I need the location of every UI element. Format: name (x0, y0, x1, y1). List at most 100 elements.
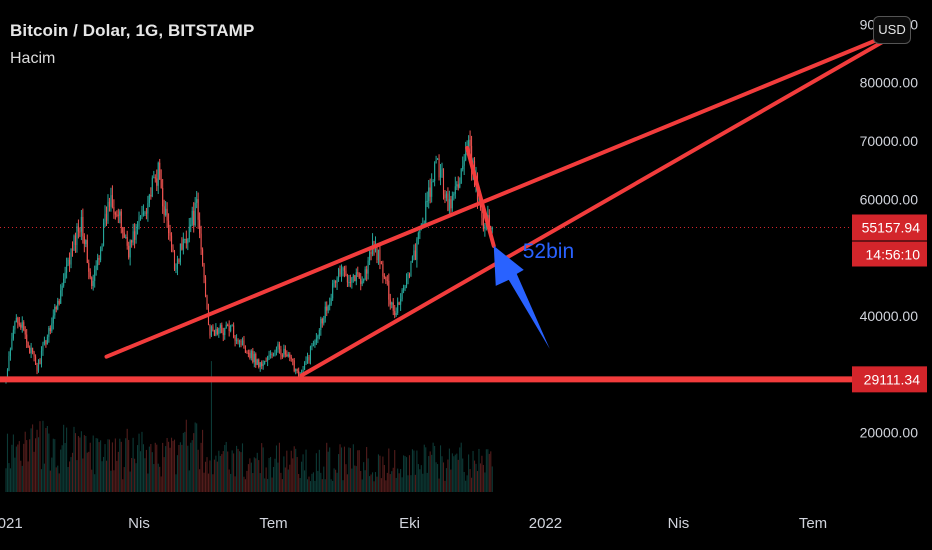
volume-bar (253, 457, 255, 492)
volume-bar (320, 472, 322, 492)
volume-bar (428, 456, 430, 492)
volume-bar (95, 438, 97, 492)
volume-bar (33, 451, 35, 492)
candle-body (154, 177, 156, 179)
candle-body (21, 322, 23, 328)
volume-bar (218, 450, 220, 492)
candle-body (255, 353, 257, 365)
candle-body (108, 201, 111, 207)
candle-body (176, 259, 178, 269)
volume-bar (261, 443, 263, 492)
volume-bar (314, 480, 316, 492)
candle-body (79, 231, 81, 233)
candle-body (271, 354, 273, 356)
candle-body (340, 270, 343, 275)
candle-body (67, 259, 69, 265)
volume-bar (439, 445, 442, 492)
candle-body (187, 239, 189, 244)
candle-body (190, 224, 192, 227)
volume-bar (408, 455, 411, 492)
volume-bar (233, 453, 235, 492)
candle-body (379, 249, 381, 263)
candle-body (151, 177, 153, 197)
volume-bar (20, 460, 22, 492)
x-tick-label: Eki (399, 515, 420, 532)
candle-body (145, 212, 147, 214)
volume-bar (371, 472, 374, 492)
x-tick-label: Tem (799, 515, 827, 532)
candle-body (277, 344, 279, 348)
volume-bar (15, 446, 17, 492)
candle-body (286, 354, 288, 357)
volume-bar (119, 438, 121, 492)
volume-bar (67, 466, 69, 492)
candle-body (366, 269, 368, 274)
candle-body (231, 325, 233, 327)
candle-body (142, 212, 145, 215)
support-price-tag (852, 366, 927, 393)
chart-header: Bitcoin / Dolar, 1G, BITSTAMP Hacim (10, 21, 254, 68)
candle-body (451, 195, 453, 209)
volume-bar (336, 472, 338, 492)
candle-body (244, 348, 246, 353)
volume-bar (471, 477, 473, 492)
candle-body (385, 276, 387, 280)
volume-bar (148, 446, 150, 492)
volume-bar (404, 456, 406, 492)
volume-bar (165, 446, 167, 492)
volume-bar (410, 475, 412, 492)
candle-body (178, 259, 180, 263)
volume-bar (391, 471, 393, 492)
volume-bar (120, 441, 122, 492)
volume-bar (351, 468, 353, 492)
volume-bar (210, 361, 212, 492)
countdown-tag (852, 241, 927, 267)
candle-body (441, 168, 443, 170)
candle-body (147, 203, 149, 214)
volume-bar (417, 464, 419, 492)
candle-body (348, 282, 350, 284)
volume-bar (315, 453, 317, 492)
volume-bar (206, 457, 208, 492)
candle-body (172, 246, 174, 252)
volume-bar (166, 437, 168, 492)
volume-bar (102, 456, 105, 492)
candle-body (219, 325, 221, 328)
candle-body (308, 356, 310, 361)
candle-body (468, 139, 470, 149)
candle-body (194, 202, 196, 226)
volume-bar (231, 450, 233, 492)
volume-bar (463, 471, 465, 492)
currency-button[interactable]: USD (873, 16, 911, 44)
volume-bar (85, 436, 87, 492)
volume-bar (191, 440, 193, 492)
candle-body (184, 238, 186, 240)
volume-bar (64, 442, 66, 492)
candle-body (352, 275, 354, 278)
volume-bar (317, 470, 319, 492)
candle-body (97, 257, 99, 266)
candle-body (327, 305, 329, 311)
candle-body (20, 324, 22, 328)
volume-bar (488, 453, 490, 492)
volume-bar (17, 444, 19, 492)
volume-bar (77, 436, 79, 492)
volume-bar (416, 450, 418, 492)
volume-bar (123, 467, 125, 492)
x-tick-label: Tem (259, 515, 287, 532)
volume-bar (240, 452, 242, 492)
candle-body (270, 354, 272, 356)
volume-bar (380, 478, 382, 492)
volume-bar (383, 465, 385, 492)
volume-bar (76, 460, 78, 492)
volume-bar (333, 468, 335, 492)
volume-bar (126, 428, 128, 492)
volume-bar (114, 438, 116, 492)
candle-body (123, 232, 125, 238)
candle-body (11, 338, 13, 349)
volume-bar (271, 477, 273, 492)
x-tick-label: 2021 (0, 515, 23, 532)
volume-bar (241, 443, 244, 492)
volume-bar (265, 467, 267, 492)
